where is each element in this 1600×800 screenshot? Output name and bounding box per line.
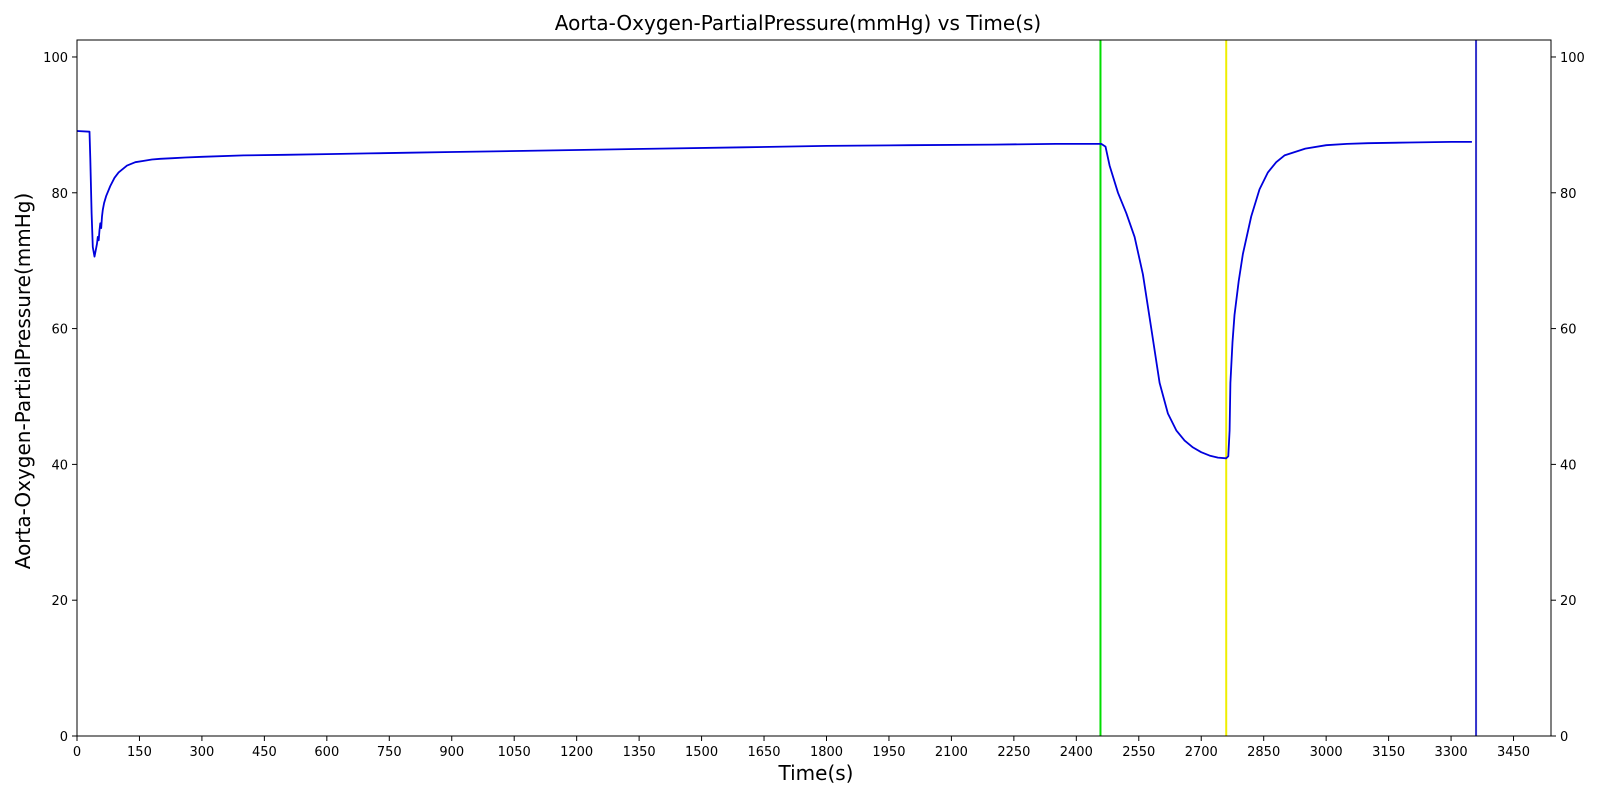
x-tick-label: 1050 xyxy=(498,745,531,760)
y-tick-label-left: 80 xyxy=(51,187,68,202)
plot-frame xyxy=(76,39,1552,737)
y-tick-label-left: 40 xyxy=(51,458,68,473)
x-tick-label: 1350 xyxy=(623,745,656,760)
y-tick-label-left: 0 xyxy=(60,730,68,745)
x-tick-label: 600 xyxy=(314,745,339,760)
x-tick-label: 1200 xyxy=(560,745,593,760)
x-axis-label: Time(s) xyxy=(778,761,854,785)
x-tick-label: 300 xyxy=(190,745,215,760)
y-tick-label-left: 20 xyxy=(51,594,68,609)
x-tick-label: 3000 xyxy=(1310,745,1343,760)
y-tick-label-right: 100 xyxy=(1560,51,1585,66)
y-tick-label-right: 60 xyxy=(1560,323,1577,338)
y-tick-label-left: 60 xyxy=(51,323,68,338)
x-tick-label: 1500 xyxy=(685,745,718,760)
x-tick-label: 2100 xyxy=(935,745,968,760)
x-tick-label: 2400 xyxy=(1060,745,1093,760)
x-tick-label: 2850 xyxy=(1247,745,1280,760)
x-tick-label: 2250 xyxy=(997,745,1030,760)
y-tick-label-left: 100 xyxy=(43,51,68,66)
x-tick-label: 1650 xyxy=(747,745,780,760)
x-tick-label: 150 xyxy=(127,745,152,760)
chart-title: Aorta-Oxygen-PartialPressure(mmHg) vs Ti… xyxy=(555,11,1041,35)
x-tick-label: 3300 xyxy=(1435,745,1468,760)
x-tick-label: 2550 xyxy=(1122,745,1155,760)
x-tick-label: 1800 xyxy=(810,745,843,760)
x-tick-label: 450 xyxy=(252,745,277,760)
x-tick-label: 2700 xyxy=(1185,745,1218,760)
x-tick-label: 3450 xyxy=(1497,745,1530,760)
y-tick-label-right: 40 xyxy=(1560,458,1577,473)
y-tick-label-right: 80 xyxy=(1560,187,1577,202)
y-tick-label-right: 0 xyxy=(1560,730,1568,745)
x-tick-label: 1950 xyxy=(872,745,905,760)
series-line xyxy=(76,130,1472,460)
y-tick-label-right: 20 xyxy=(1560,594,1577,609)
x-tick-label: 900 xyxy=(439,745,464,760)
x-tick-label: 0 xyxy=(73,745,81,760)
y-axis-label: Aorta-Oxygen-PartialPressure(mmHg) xyxy=(11,193,35,570)
x-tick-label: 750 xyxy=(377,745,402,760)
x-tick-label: 3150 xyxy=(1372,745,1405,760)
